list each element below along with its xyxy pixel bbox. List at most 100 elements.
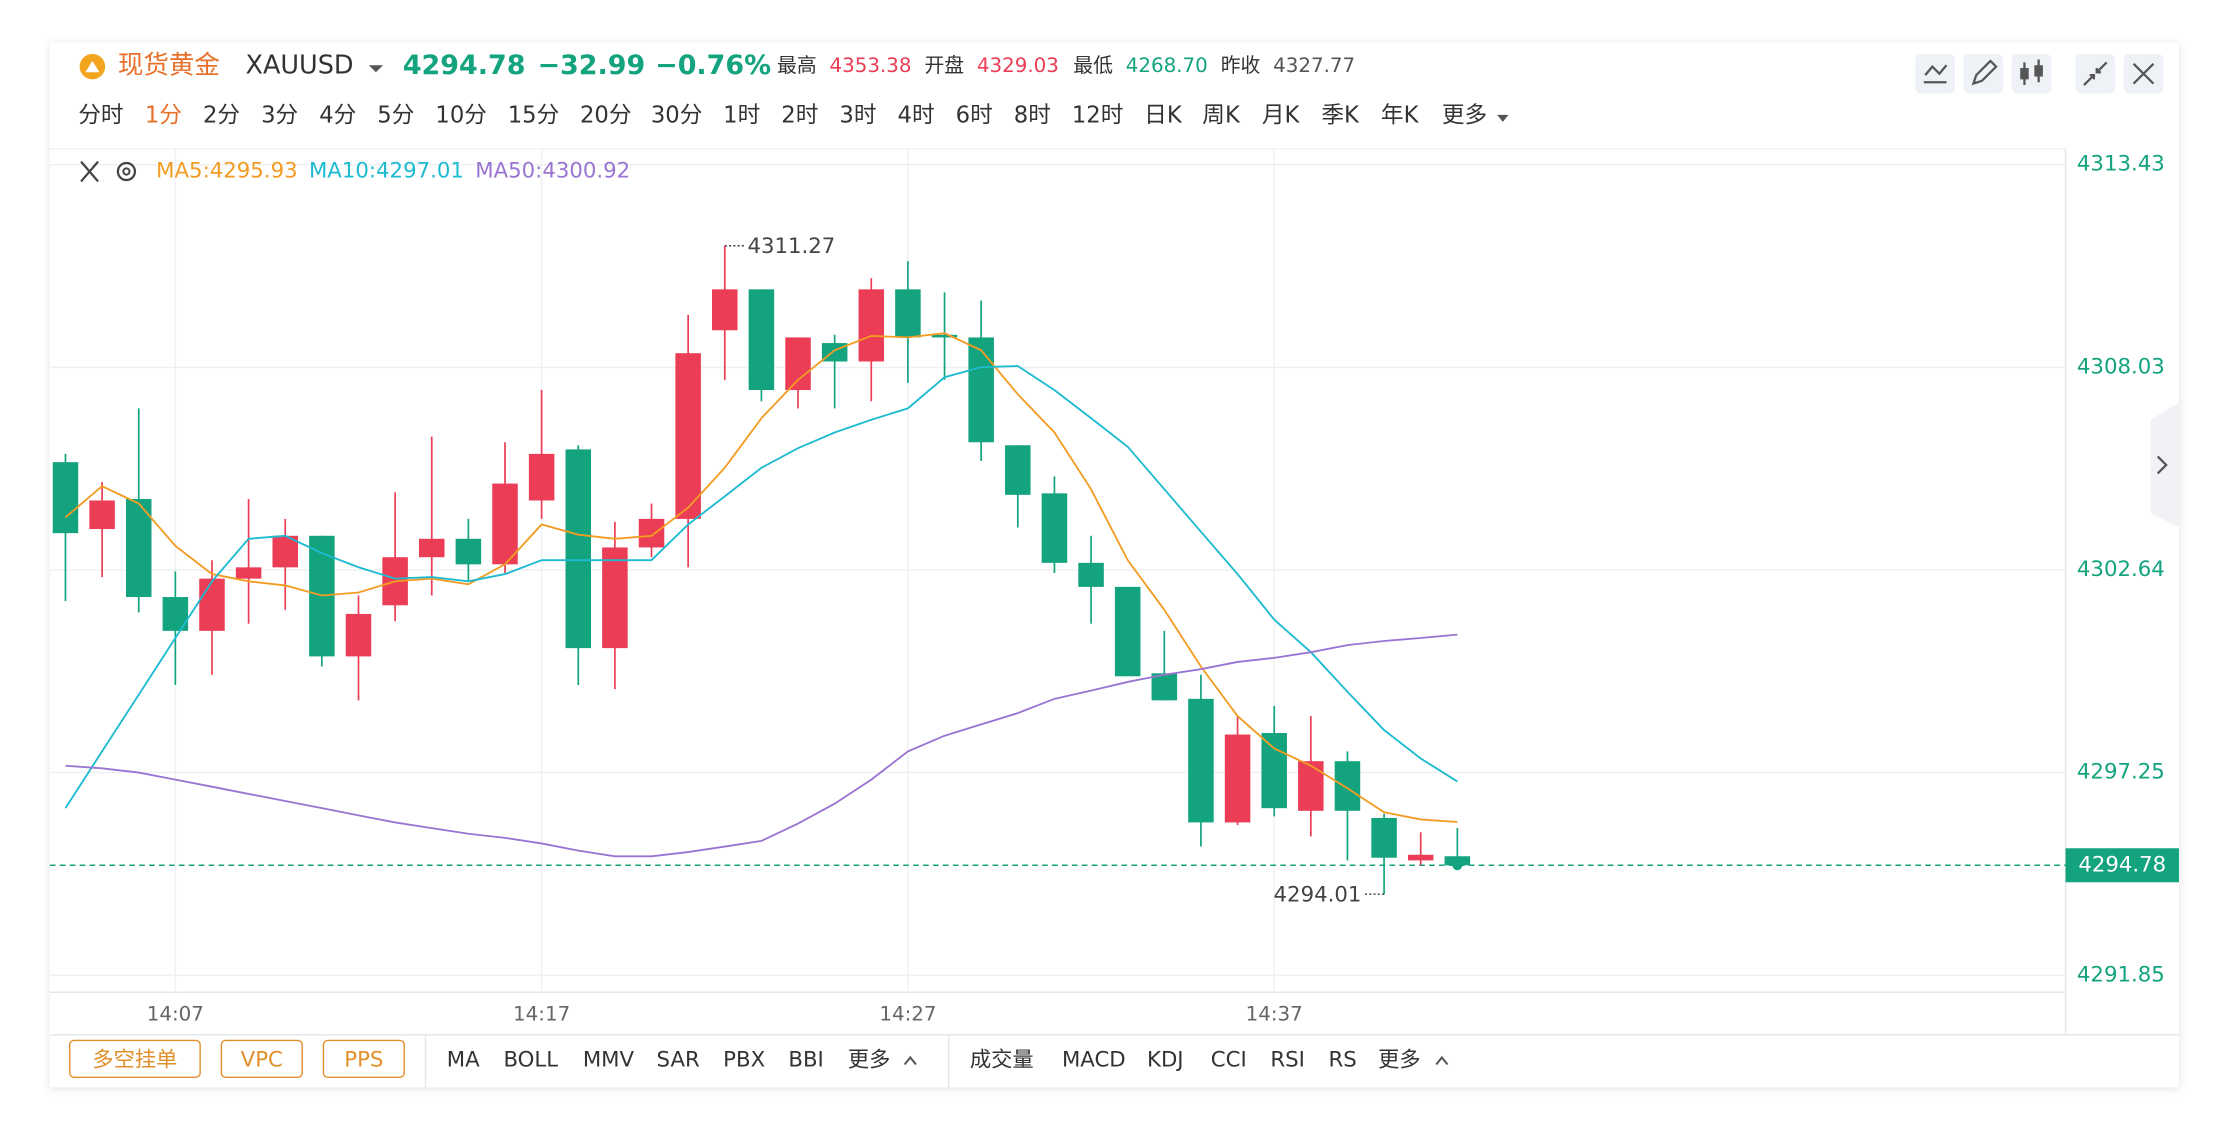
period[interactable]: 2时	[781, 103, 818, 129]
indicator[interactable]: MA	[447, 1047, 480, 1072]
indicator[interactable]: MACD	[1062, 1047, 1126, 1072]
candle-body	[89, 500, 115, 530]
button[interactable]: 多空挂单	[92, 1047, 177, 1072]
instrument-name[interactable]: 现货黄金	[118, 51, 220, 81]
indicator[interactable]: RS	[1328, 1047, 1356, 1072]
period[interactable]: 15分	[508, 103, 560, 129]
button-frame[interactable]	[322, 1039, 405, 1079]
candle-body	[418, 538, 445, 558]
indicator[interactable]: KDJ	[1147, 1047, 1184, 1072]
legend-entry: MA50:4300.92	[475, 159, 630, 184]
symbol[interactable]: XAUUSD	[245, 51, 353, 81]
candle-body	[1224, 734, 1251, 823]
legend: MA5:4295.93 MA10:4297.01 MA50:4300.92	[156, 159, 630, 184]
change-pct: −0.76%	[655, 50, 771, 81]
candle-body	[272, 535, 298, 568]
indicator[interactable]: SAR	[657, 1047, 700, 1072]
stat-label: 最高	[777, 54, 817, 77]
period[interactable]: 6时	[956, 103, 993, 129]
period[interactable]: 3时	[839, 103, 876, 129]
candle-body	[1114, 586, 1141, 677]
candle-body	[712, 289, 738, 331]
candle-body	[675, 353, 701, 519]
period[interactable]: 30分	[651, 103, 703, 129]
draw-line-button[interactable]	[1915, 53, 1955, 94]
gold-icon-mark	[85, 60, 100, 73]
button[interactable]: VPC	[241, 1047, 283, 1072]
candle-body	[602, 547, 628, 649]
candle-body	[345, 613, 372, 657]
candle-body	[125, 498, 152, 598]
candle-body	[1334, 761, 1361, 811]
pen-button[interactable]	[1963, 53, 2004, 94]
y-tick-label: 4302.64	[2077, 557, 2165, 582]
period[interactable]: 3分	[261, 103, 298, 129]
indicator[interactable]: BOLL	[503, 1047, 558, 1072]
caret	[903, 1055, 917, 1066]
period[interactable]: 4分	[319, 103, 356, 129]
candle-body	[785, 337, 811, 391]
period-bar: 分时 1分 2分 3分 4分 5分 10分 15分 20分 30分 1时 2时 …	[78, 103, 1509, 129]
last-price-box	[2065, 848, 2179, 883]
candle-body	[52, 462, 79, 534]
candle-body	[1151, 673, 1178, 701]
period[interactable]: 周K	[1202, 103, 1241, 129]
indicator[interactable]: BBI	[788, 1047, 823, 1072]
indicator[interactable]: PBX	[723, 1047, 765, 1072]
stat-value: 4327.77	[1273, 54, 1355, 77]
period[interactable]: 分时	[78, 103, 123, 129]
collapse-button[interactable]	[2075, 53, 2116, 94]
y-tick-label: 4313.43	[2077, 152, 2165, 177]
stat-label: 昨收	[1221, 54, 1261, 77]
legend-entry: MA5:4295.93	[156, 159, 297, 184]
change: −32.99	[537, 50, 645, 81]
y-tick-label: 4291.85	[2077, 962, 2165, 987]
candle-body	[748, 289, 775, 391]
candle-type-button[interactable]	[2011, 53, 2052, 94]
candle-body	[1041, 493, 1068, 563]
legend-settings[interactable]	[116, 161, 137, 182]
period-more[interactable]: 更多	[1442, 103, 1487, 129]
period[interactable]: 月K	[1262, 103, 1301, 129]
tool-icons	[1915, 53, 2164, 94]
period[interactable]: 年K	[1381, 103, 1420, 129]
period[interactable]: 10分	[435, 103, 487, 129]
button-frame[interactable]	[69, 1039, 201, 1079]
candle-body	[565, 449, 592, 649]
indicator[interactable]: CCI	[1211, 1047, 1247, 1072]
legend-settings-core	[122, 167, 131, 176]
period[interactable]: 4时	[898, 103, 935, 129]
stat-label: 开盘	[924, 54, 964, 77]
annotation: 4294.01	[1274, 883, 1362, 908]
period[interactable]: 8时	[1014, 103, 1051, 129]
button[interactable]: PPS	[344, 1047, 383, 1072]
indicator-more[interactable]: 更多	[1378, 1047, 1421, 1072]
indicator[interactable]: RSI	[1270, 1047, 1305, 1072]
indicator-more[interactable]: 更多	[848, 1047, 891, 1072]
period[interactable]: 2分	[203, 103, 240, 129]
period-active[interactable]: 1分	[145, 103, 182, 129]
candle-body	[528, 453, 555, 501]
period[interactable]: 1时	[723, 103, 760, 129]
caret	[1435, 1055, 1449, 1066]
period[interactable]: 12时	[1072, 103, 1124, 129]
candle-body	[1407, 854, 1434, 861]
caret	[1497, 114, 1509, 122]
ma-line	[65, 633, 1458, 858]
period[interactable]: 5分	[377, 103, 414, 129]
last-dot	[1452, 860, 1463, 871]
period[interactable]: 季K	[1321, 103, 1360, 129]
candle-body	[1261, 733, 1287, 809]
price: 4294.78	[403, 50, 526, 81]
period[interactable]: 日K	[1144, 103, 1183, 129]
indicator[interactable]: MMV	[583, 1047, 635, 1072]
legend-close[interactable]	[80, 160, 99, 183]
x-tick-label: 14:27	[879, 1002, 936, 1025]
card	[49, 42, 2179, 1088]
button-frame[interactable]	[220, 1039, 303, 1079]
indicator[interactable]: 成交量	[970, 1047, 1034, 1072]
period[interactable]: 20分	[580, 103, 632, 129]
candle-body	[931, 334, 958, 338]
symbol-caret[interactable]	[368, 65, 383, 73]
